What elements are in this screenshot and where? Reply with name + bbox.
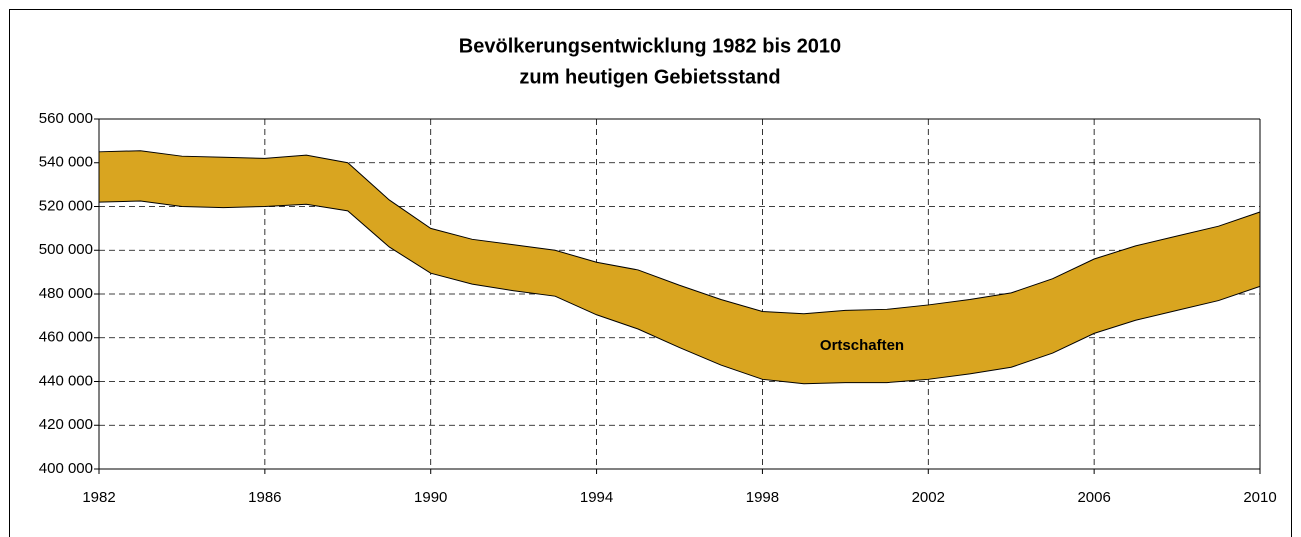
y-tick-label: 400 000 <box>39 460 93 477</box>
x-tick-label: 2010 <box>1243 489 1276 506</box>
y-tick-label: 420 000 <box>39 416 93 433</box>
y-tick-label: 440 000 <box>39 372 93 389</box>
chart-title: Bevölkerungsentwicklung 1982 bis 2010 <box>459 35 841 57</box>
x-tick-label: 1986 <box>248 489 281 506</box>
x-tick-label: 1990 <box>414 489 447 506</box>
frame <box>9 9 1292 537</box>
y-tick-label: 520 000 <box>39 197 93 214</box>
x-tick-label: 1994 <box>580 489 613 506</box>
y-tick-label: 480 000 <box>39 285 93 302</box>
y-tick-label: 460 000 <box>39 329 93 346</box>
x-tick-label: 1982 <box>82 489 115 506</box>
y-tick-label: 540 000 <box>39 154 93 171</box>
x-tick-label: 1998 <box>746 489 779 506</box>
y-tick-label: 500 000 <box>39 241 93 258</box>
x-tick-label: 2006 <box>1077 489 1110 506</box>
chart-subtitle: zum heutigen Gebietsstand <box>519 66 780 88</box>
y-tick-label: 560 000 <box>39 110 93 127</box>
series-label: Ortschaften <box>820 337 904 354</box>
x-tick-label: 2002 <box>912 489 945 506</box>
